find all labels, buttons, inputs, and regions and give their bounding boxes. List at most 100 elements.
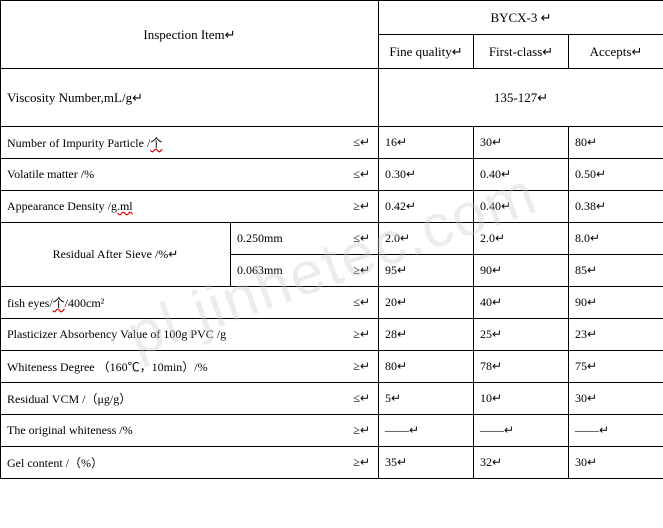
- fisheyes-v1: 20↵: [379, 287, 474, 319]
- cell-value: 30: [575, 455, 587, 469]
- cell-value: 40: [480, 295, 492, 309]
- col3-label: Accepts: [590, 44, 632, 59]
- header-col-first: First-class↵: [474, 35, 569, 69]
- curly-mark: ↵: [360, 167, 370, 181]
- origwhite-v3: ——↵: [569, 415, 663, 447]
- origwhite-v1: ——↵: [379, 415, 474, 447]
- curly-mark: ↵: [542, 44, 553, 59]
- row-volatile-sym: ≤↵: [281, 159, 379, 191]
- whiteness-v1: 80↵: [379, 351, 474, 383]
- curly-mark: ↵: [409, 423, 419, 437]
- whiteness-sym: ≥: [353, 359, 360, 373]
- curly-mark: ↵: [400, 231, 410, 245]
- curly-mark: ↵: [492, 327, 502, 341]
- plasticizer-label: Plasticizer Absorbency Value of 100g PVC…: [7, 327, 226, 341]
- cell-value: 28: [385, 327, 397, 341]
- curly-mark: ↵: [631, 44, 642, 59]
- header-product-code: BYCX-3 ↵: [379, 1, 663, 35]
- vcm-sym: ≤: [353, 391, 360, 405]
- density-unit: g.ml: [111, 199, 133, 213]
- cell-value: 23: [575, 327, 587, 341]
- vcm-label: Residual VCM /（μg/g）: [7, 392, 131, 406]
- fisheyes-label: fish eyes/: [7, 296, 53, 310]
- curly-mark: ↵: [406, 167, 416, 181]
- residual-b-sym: ≥↵: [281, 255, 379, 287]
- row-impurity-label: Number of Impurity Particle /个: [1, 127, 281, 159]
- curly-mark: ↵: [360, 263, 370, 277]
- fisheyes-unit: 个: [53, 296, 65, 310]
- curly-mark: ↵: [168, 247, 178, 261]
- density-v1: 0.42↵: [379, 191, 474, 223]
- spec-table: Inspection Item↵ BYCX-3 ↵ Fine quality↵ …: [0, 0, 663, 479]
- row-whiteness-label: Whiteness Degree （160℃，10min）/%: [1, 351, 281, 383]
- curly-mark: ↵: [397, 295, 407, 309]
- whiteness-label: Whiteness Degree （160℃，10min）/%: [7, 360, 208, 374]
- residual-a-v3: 8.0↵: [569, 223, 663, 255]
- cell-value: 35: [385, 455, 397, 469]
- density-v2: 0.40↵: [474, 191, 569, 223]
- curly-mark: ↵: [587, 295, 597, 309]
- residual-a-sym: ≤↵: [281, 223, 379, 255]
- curly-mark: ↵: [492, 263, 502, 277]
- density-sym: ≥: [353, 199, 360, 213]
- row-plasticizer-label: Plasticizer Absorbency Value of 100g PVC…: [1, 319, 281, 351]
- cell-value: 30: [480, 135, 492, 149]
- curly-mark: ↵: [501, 167, 511, 181]
- curly-mark: ↵: [397, 327, 407, 341]
- curly-mark: ↵: [596, 199, 606, 213]
- curly-mark: ↵: [587, 327, 597, 341]
- row-residual-label: Residual After Sieve /%↵: [1, 223, 231, 287]
- curly-mark: ↵: [587, 135, 597, 149]
- origwhite-v2: ——↵: [474, 415, 569, 447]
- row-gel-sym: ≥↵: [281, 447, 379, 479]
- curly-mark: ↵: [537, 90, 548, 105]
- whiteness-v2: 78↵: [474, 351, 569, 383]
- cell-value: ——: [480, 423, 504, 437]
- col1-label: Fine quality: [389, 44, 451, 59]
- row-volatile-label: Volatile matter /%: [1, 159, 281, 191]
- impurity-v2: 30↵: [474, 127, 569, 159]
- curly-mark: ↵: [360, 231, 370, 245]
- residual-a-sub-text: 0.250mm: [237, 231, 283, 245]
- curly-mark: ↵: [492, 455, 502, 469]
- curly-mark: ↵: [360, 135, 370, 149]
- density-label: Appearance Density /: [7, 199, 111, 213]
- curly-mark: ↵: [596, 167, 606, 181]
- curly-mark: ↵: [492, 295, 502, 309]
- cell-value: 32: [480, 455, 492, 469]
- cell-value: 75: [575, 359, 587, 373]
- origwhite-sym: ≥: [353, 423, 360, 437]
- row-viscosity-label: Viscosity Number,mL/g↵: [1, 69, 379, 127]
- row-viscosity-value: 135-127↵: [379, 69, 663, 127]
- cell-value: 78: [480, 359, 492, 373]
- curly-mark: ↵: [360, 423, 370, 437]
- curly-mark: ↵: [360, 455, 370, 469]
- residual-b-v2: 90↵: [474, 255, 569, 287]
- cell-value: 2.0: [385, 231, 400, 245]
- residual-a-sub: 0.250mm: [231, 223, 281, 255]
- curly-mark: ↵: [406, 199, 416, 213]
- cell-value: 80: [575, 135, 587, 149]
- volatile-v3: 0.50↵: [569, 159, 663, 191]
- row-origwhite-label: The original whiteness /%: [1, 415, 281, 447]
- inspection-label: Inspection Item: [143, 27, 224, 42]
- residual-a-v2: 2.0↵: [474, 223, 569, 255]
- curly-mark: ↵: [504, 423, 514, 437]
- curly-mark: ↵: [225, 27, 236, 42]
- fisheyes-tail: /400cm²: [65, 296, 105, 310]
- row-fisheyes-sym: ≤↵: [281, 287, 379, 319]
- fisheyes-sym: ≤: [353, 295, 360, 309]
- volatile-v2: 0.40↵: [474, 159, 569, 191]
- row-impurity-sym: ≤↵: [281, 127, 379, 159]
- row-whiteness-sym: ≥↵: [281, 351, 379, 383]
- impurity-v3: 80↵: [569, 127, 663, 159]
- row-origwhite-sym: ≥↵: [281, 415, 379, 447]
- vcm-v1: 5↵: [379, 383, 474, 415]
- curly-mark: ↵: [587, 359, 597, 373]
- gel-v3: 30↵: [569, 447, 663, 479]
- header-inspection-item: Inspection Item↵: [1, 1, 379, 69]
- cell-value: ——: [575, 423, 599, 437]
- curly-mark: ↵: [397, 359, 407, 373]
- cell-value: 30: [575, 391, 587, 405]
- curly-mark: ↵: [599, 423, 609, 437]
